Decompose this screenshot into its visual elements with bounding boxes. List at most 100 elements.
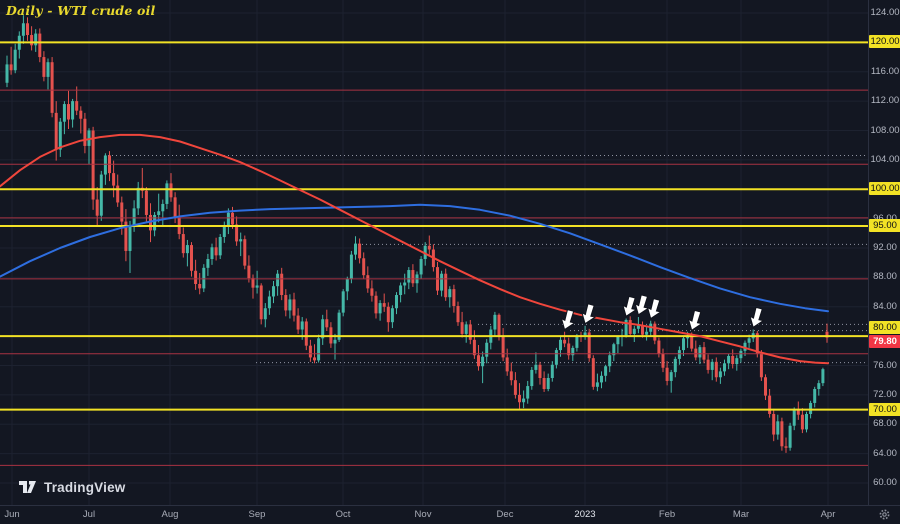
candlestick-chart[interactable] bbox=[0, 0, 868, 505]
price-axis-label: 76.00 bbox=[873, 359, 897, 371]
annotation-arrow-icon bbox=[646, 298, 662, 320]
candle-body bbox=[796, 410, 800, 415]
candle-body bbox=[267, 296, 271, 309]
candle-body bbox=[308, 345, 312, 358]
tradingview-watermark[interactable]: TradingView bbox=[18, 480, 125, 495]
candle-body bbox=[747, 338, 751, 343]
candle-body bbox=[144, 190, 148, 215]
candle-body bbox=[325, 319, 329, 328]
candle-body bbox=[366, 275, 370, 289]
candle-body bbox=[210, 247, 214, 260]
axis-settings-button[interactable] bbox=[868, 505, 900, 524]
candle-body bbox=[194, 270, 198, 284]
candle-body bbox=[817, 383, 821, 390]
candle-body bbox=[768, 395, 772, 414]
candle-body bbox=[239, 239, 243, 242]
candle-body bbox=[698, 347, 702, 358]
price-axis-label: 68.00 bbox=[873, 418, 897, 430]
price-axis-label: 64.00 bbox=[873, 447, 897, 459]
candle-body bbox=[805, 413, 808, 430]
candle-body bbox=[280, 273, 284, 296]
candle-body bbox=[723, 363, 726, 372]
candle-body bbox=[714, 361, 718, 378]
price-axis-label: 124.00 bbox=[870, 7, 900, 18]
level-price-badge: 100.00 bbox=[869, 182, 900, 196]
candle-body bbox=[493, 314, 497, 330]
price-axis-label: 88.00 bbox=[873, 271, 897, 283]
candle-body bbox=[222, 225, 226, 237]
candle-body bbox=[128, 225, 132, 251]
candle-body bbox=[608, 355, 612, 367]
candle-body bbox=[468, 324, 472, 340]
candle-body bbox=[530, 369, 534, 387]
candle-body bbox=[42, 57, 46, 77]
time-axis-label: Mar bbox=[732, 509, 750, 520]
candle-body bbox=[567, 343, 571, 356]
candle-body bbox=[595, 382, 599, 387]
candle-body bbox=[235, 224, 239, 242]
candle-body bbox=[661, 353, 665, 368]
candle-body bbox=[505, 357, 509, 372]
candle-body bbox=[456, 306, 460, 323]
candle-body bbox=[288, 299, 292, 311]
candle-body bbox=[550, 364, 554, 378]
candle-body bbox=[669, 372, 673, 381]
candle-body bbox=[169, 183, 173, 198]
price-axis[interactable]: 124.00 116.00 112.00 108.00 104.00 96.00 92.00… bbox=[868, 0, 900, 505]
candle-body bbox=[333, 339, 337, 344]
candle-body bbox=[559, 339, 562, 351]
time-axis-label: Jun bbox=[4, 509, 20, 520]
candle-body bbox=[624, 319, 628, 336]
candle-body bbox=[378, 303, 382, 314]
candle-body bbox=[13, 49, 17, 71]
candle-body bbox=[103, 155, 107, 175]
candle-body bbox=[522, 398, 526, 403]
candle-body bbox=[276, 273, 280, 287]
level-price-badge: 80.00 bbox=[869, 321, 900, 335]
candle-body bbox=[181, 234, 185, 254]
candle-body bbox=[407, 270, 411, 283]
candle-body bbox=[46, 62, 50, 77]
candle-body bbox=[157, 211, 161, 215]
candle-body bbox=[9, 64, 13, 71]
candle-body bbox=[800, 414, 804, 430]
candle-body bbox=[395, 295, 398, 309]
candle-body bbox=[206, 259, 210, 268]
candle-body bbox=[362, 258, 366, 276]
candle-body bbox=[34, 33, 38, 46]
candle-body bbox=[313, 357, 316, 361]
candle-body bbox=[731, 355, 735, 365]
last-price-badge: 79.80 bbox=[869, 334, 900, 348]
level-price-badge: 120.00 bbox=[869, 35, 900, 49]
candle-body bbox=[231, 212, 234, 225]
candle-body bbox=[682, 338, 685, 351]
candle-body bbox=[399, 285, 403, 296]
chart-plot-area[interactable]: Daily - WTI crude oil TradingView bbox=[0, 0, 868, 505]
tradingview-brand-text: TradingView bbox=[44, 480, 126, 495]
candle-body bbox=[591, 358, 595, 387]
candle-body bbox=[26, 23, 29, 36]
candle-body bbox=[132, 208, 136, 226]
candle-body bbox=[255, 285, 259, 288]
candle-body bbox=[21, 23, 25, 36]
candle-body bbox=[116, 185, 120, 203]
candle-body bbox=[632, 328, 636, 334]
candle-body bbox=[382, 303, 386, 307]
candlestick-series[interactable] bbox=[5, 15, 829, 453]
time-axis-label: Jul bbox=[82, 509, 96, 520]
candle-body bbox=[645, 331, 649, 335]
candle-body bbox=[300, 321, 304, 330]
candle-body bbox=[788, 425, 792, 448]
time-axis-label: 2023 bbox=[574, 509, 596, 520]
candle-body bbox=[149, 214, 152, 231]
candle-body bbox=[538, 364, 542, 378]
candle-body bbox=[587, 332, 591, 359]
arrow-shape bbox=[687, 309, 703, 332]
candle-body bbox=[136, 187, 140, 209]
time-axis[interactable]: Jun Jul Aug Sep Oct Nov Dec 2023 Feb Mar Apr bbox=[0, 505, 900, 524]
candle-body bbox=[513, 380, 517, 395]
price-axis-label: 112.00 bbox=[870, 95, 900, 107]
price-axis-label: 72.00 bbox=[873, 388, 897, 400]
candle-body bbox=[509, 371, 513, 381]
candle-body bbox=[776, 421, 780, 435]
